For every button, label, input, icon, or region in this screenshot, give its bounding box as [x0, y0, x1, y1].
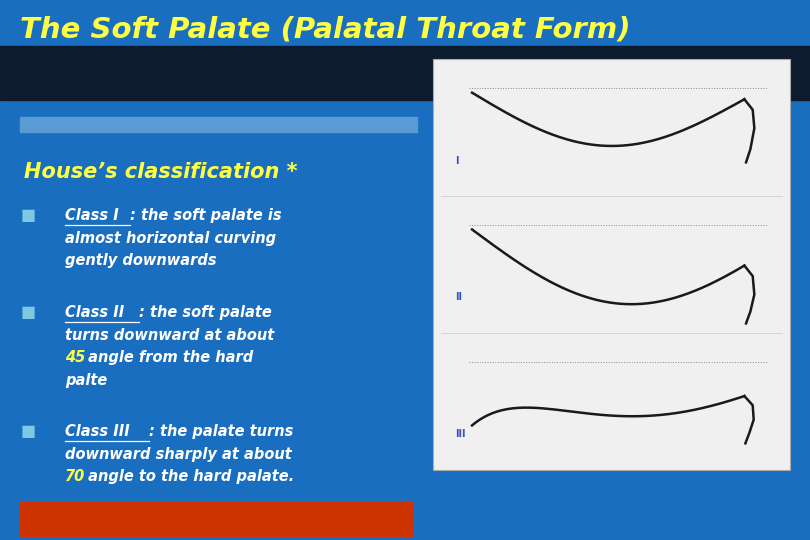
- Text: almost horizontal curving: almost horizontal curving: [65, 231, 276, 246]
- Text: angle to the hard palate.: angle to the hard palate.: [83, 469, 295, 484]
- Text: : the palate turns: : the palate turns: [149, 424, 293, 439]
- Bar: [0, 54, 810, 100]
- Text: : the soft palate is: : the soft palate is: [130, 208, 282, 223]
- Text: I: I: [455, 156, 459, 166]
- Bar: [433, 59, 790, 470]
- Text: 70: 70: [65, 469, 85, 484]
- Text: : the soft palate: : the soft palate: [139, 305, 272, 320]
- Text: ■: ■: [20, 305, 36, 320]
- Text: ■: ■: [20, 208, 36, 223]
- Text: gently downwards: gently downwards: [65, 253, 216, 268]
- Bar: [20, 502, 413, 537]
- Text: turns downward at about: turns downward at about: [65, 328, 274, 343]
- Text: angle from the hard: angle from the hard: [83, 350, 254, 366]
- Bar: [20, 117, 417, 132]
- Text: palte: palte: [65, 373, 107, 388]
- Text: Class III: Class III: [65, 424, 130, 439]
- Text: III: III: [455, 429, 466, 439]
- Bar: [0, 46, 810, 100]
- Text: downward sharply at about: downward sharply at about: [65, 447, 292, 462]
- Text: ■: ■: [20, 424, 36, 439]
- Text: House’s classification *: House’s classification *: [24, 162, 298, 182]
- Text: II: II: [455, 293, 463, 302]
- Text: Class I: Class I: [65, 208, 118, 223]
- Text: Class II: Class II: [65, 305, 124, 320]
- Text: The Soft Palate (Palatal Throat Form): The Soft Palate (Palatal Throat Form): [20, 16, 631, 44]
- Text: 45: 45: [65, 350, 85, 366]
